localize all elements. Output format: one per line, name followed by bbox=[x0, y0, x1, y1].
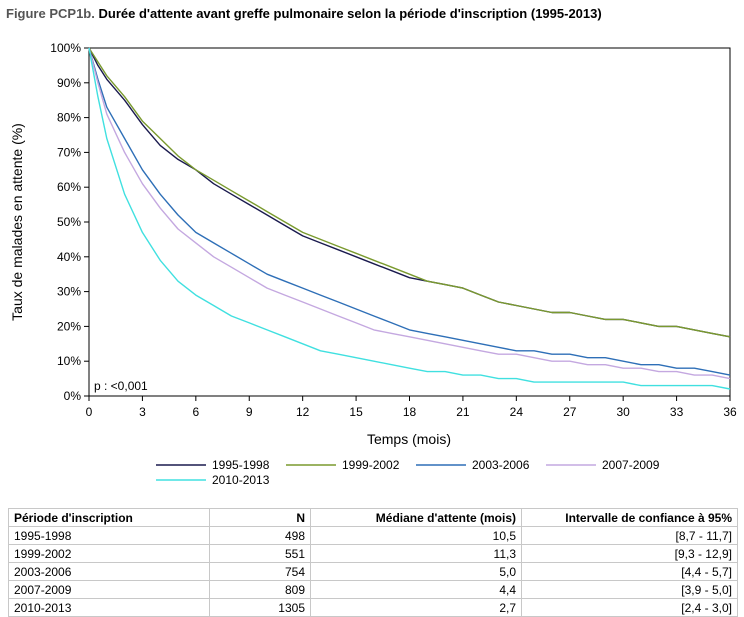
cell-n: 498 bbox=[209, 526, 311, 545]
chart-legend: 1995-1998 1999-2002 2003-2006 2007-2009 2010… bbox=[156, 458, 660, 487]
legend-label-1999-2002: 1999-2002 bbox=[342, 458, 400, 472]
header-ci: Intervalle de confiance à 95% bbox=[521, 508, 738, 527]
y-tick-label: 70% bbox=[57, 145, 81, 159]
legend-label-2003-2006: 2003-2006 bbox=[472, 458, 530, 472]
y-tick-label: 30% bbox=[57, 285, 81, 299]
figure-title: Figure PCP1b. Durée d'attente avant gref… bbox=[6, 6, 602, 21]
y-tick-label: 50% bbox=[57, 215, 81, 229]
cell-period: 2007-2009 bbox=[8, 580, 210, 599]
header-n: N bbox=[209, 508, 311, 527]
x-tick-label: 24 bbox=[510, 405, 524, 419]
cell-ci: [2,4 - 3,0] bbox=[521, 598, 738, 617]
table-row: 1995-1998 498 10,5 [8,7 - 11,7] bbox=[8, 526, 738, 545]
y-axis-label: Taux de malades en attente (%) bbox=[9, 123, 25, 321]
x-tick-label: 15 bbox=[349, 405, 363, 419]
y-tick-label: 0% bbox=[64, 389, 82, 403]
cell-period: 2010-2013 bbox=[8, 598, 210, 617]
x-tick-label: 6 bbox=[192, 405, 199, 419]
header-median: Médiane d'attente (mois) bbox=[310, 508, 522, 527]
cell-ci: [9,3 - 12,9] bbox=[521, 544, 738, 563]
figure-title-text: Durée d'attente avant greffe pulmonaire … bbox=[98, 6, 602, 21]
table-row: 1999-2002 551 11,3 [9,3 - 12,9] bbox=[8, 544, 738, 563]
cell-median: 11,3 bbox=[310, 544, 522, 563]
x-tick-label: 33 bbox=[670, 405, 684, 419]
x-tick-label: 3 bbox=[139, 405, 146, 419]
x-tick-label: 18 bbox=[403, 405, 417, 419]
cell-n: 1305 bbox=[209, 598, 311, 617]
x-tick-label: 27 bbox=[563, 405, 577, 419]
cell-median: 5,0 bbox=[310, 562, 522, 581]
series-line-1995-1998 bbox=[88, 47, 731, 338]
header-period: Période d'inscription bbox=[8, 508, 210, 527]
cell-n: 551 bbox=[209, 544, 311, 563]
series-line-2003-2006 bbox=[88, 47, 731, 376]
x-tick-label: 21 bbox=[456, 405, 470, 419]
legend-label-2007-2009: 2007-2009 bbox=[602, 458, 660, 472]
table-header-row: Période d'inscription N Médiane d'attent… bbox=[8, 508, 738, 527]
table-row: 2007-2009 809 4,4 [3,9 - 5,0] bbox=[8, 580, 738, 599]
series-line-1999-2002 bbox=[88, 47, 731, 338]
y-tick-label: 80% bbox=[57, 111, 81, 125]
p-value-annotation: p : <0,001 bbox=[94, 379, 148, 393]
cell-median: 10,5 bbox=[310, 526, 522, 545]
series-line-2010-2013 bbox=[88, 47, 731, 390]
x-tick-label: 12 bbox=[296, 405, 310, 419]
figure-label: Figure PCP1b. bbox=[6, 6, 95, 21]
cell-median: 4,4 bbox=[310, 580, 522, 599]
cell-median: 2,7 bbox=[310, 598, 522, 617]
survival-chart: 0%10%20%30%40%50%60%70%80%90%100%0 3 6 9 12 1… bbox=[9, 41, 737, 487]
series-line-2007-2009 bbox=[88, 47, 731, 380]
table-row: 2010-2013 1305 2,7 [2,4 - 3,0] bbox=[8, 598, 738, 617]
x-tick-label: 9 bbox=[246, 405, 253, 419]
y-tick-label: 100% bbox=[50, 41, 81, 55]
x-tick-label: 36 bbox=[723, 405, 737, 419]
chart-series bbox=[88, 47, 731, 390]
median-wait-table: Période d'inscription N Médiane d'attent… bbox=[8, 508, 738, 617]
cell-ci: [3,9 - 5,0] bbox=[521, 580, 738, 599]
chart-axes: 0%10%20%30%40%50%60%70%80%90%100%0 3 6 9 12 1… bbox=[50, 41, 737, 419]
cell-ci: [8,7 - 11,7] bbox=[521, 526, 738, 545]
cell-period: 1995-1998 bbox=[8, 526, 210, 545]
y-tick-label: 90% bbox=[57, 76, 81, 90]
cell-n: 809 bbox=[209, 580, 311, 599]
y-tick-label: 10% bbox=[57, 354, 81, 368]
legend-label-2010-2013: 2010-2013 bbox=[212, 473, 270, 487]
table-row: 2003-2006 754 5,0 [4,4 - 5,7] bbox=[8, 562, 738, 581]
x-tick-label: 30 bbox=[616, 405, 630, 419]
cell-period: 2003-2006 bbox=[8, 562, 210, 581]
y-tick-label: 20% bbox=[57, 319, 81, 333]
cell-n: 754 bbox=[209, 562, 311, 581]
cell-period: 1999-2002 bbox=[8, 544, 210, 563]
x-axis-label: Temps (mois) bbox=[367, 431, 451, 447]
legend-label-1995-1998: 1995-1998 bbox=[212, 458, 270, 472]
x-tick-label: 0 bbox=[86, 405, 93, 419]
y-tick-label: 60% bbox=[57, 180, 81, 194]
cell-ci: [4,4 - 5,7] bbox=[521, 562, 738, 581]
y-tick-label: 40% bbox=[57, 250, 81, 264]
